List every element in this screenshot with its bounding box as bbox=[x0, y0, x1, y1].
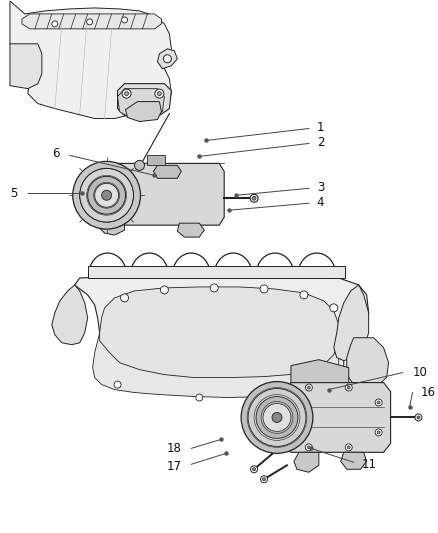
Text: 10: 10 bbox=[413, 366, 427, 379]
Circle shape bbox=[80, 168, 134, 222]
Circle shape bbox=[102, 190, 112, 200]
Polygon shape bbox=[285, 383, 391, 453]
Polygon shape bbox=[104, 164, 224, 225]
Circle shape bbox=[253, 468, 255, 471]
Circle shape bbox=[261, 476, 268, 483]
Circle shape bbox=[320, 379, 327, 386]
Circle shape bbox=[307, 386, 311, 389]
Polygon shape bbox=[22, 14, 162, 29]
Polygon shape bbox=[153, 165, 181, 179]
Polygon shape bbox=[347, 338, 389, 387]
Circle shape bbox=[138, 109, 147, 118]
Circle shape bbox=[272, 413, 282, 423]
Circle shape bbox=[345, 384, 352, 391]
Circle shape bbox=[122, 89, 131, 98]
Circle shape bbox=[95, 183, 119, 207]
Polygon shape bbox=[10, 44, 42, 88]
Circle shape bbox=[141, 111, 145, 116]
Circle shape bbox=[417, 416, 420, 419]
Circle shape bbox=[122, 17, 127, 23]
Circle shape bbox=[375, 399, 382, 406]
Text: 18: 18 bbox=[166, 442, 181, 455]
Circle shape bbox=[262, 478, 265, 481]
Circle shape bbox=[377, 401, 380, 404]
Text: 6: 6 bbox=[52, 147, 60, 160]
Circle shape bbox=[345, 444, 352, 451]
Text: 11: 11 bbox=[362, 458, 377, 471]
Polygon shape bbox=[117, 84, 171, 118]
Polygon shape bbox=[93, 333, 339, 398]
Circle shape bbox=[114, 381, 121, 388]
Circle shape bbox=[307, 446, 311, 449]
Circle shape bbox=[241, 382, 313, 454]
Circle shape bbox=[120, 294, 128, 302]
Circle shape bbox=[134, 160, 145, 171]
Circle shape bbox=[210, 284, 218, 292]
Text: 5: 5 bbox=[11, 187, 18, 200]
Circle shape bbox=[305, 444, 312, 451]
Circle shape bbox=[377, 431, 380, 434]
Polygon shape bbox=[117, 88, 164, 118]
Circle shape bbox=[256, 397, 298, 438]
Circle shape bbox=[415, 414, 422, 421]
Circle shape bbox=[157, 92, 162, 95]
Circle shape bbox=[252, 196, 256, 200]
Circle shape bbox=[347, 446, 350, 449]
Text: 16: 16 bbox=[420, 386, 435, 399]
Circle shape bbox=[87, 19, 93, 25]
Bar bbox=[148, 156, 166, 165]
Polygon shape bbox=[99, 287, 339, 377]
Circle shape bbox=[73, 161, 141, 229]
Text: 2: 2 bbox=[317, 136, 325, 149]
Polygon shape bbox=[52, 285, 88, 345]
Polygon shape bbox=[177, 223, 204, 237]
Text: 4: 4 bbox=[317, 196, 325, 209]
Circle shape bbox=[347, 386, 350, 389]
Circle shape bbox=[375, 429, 382, 436]
Circle shape bbox=[263, 403, 291, 431]
Polygon shape bbox=[75, 275, 369, 394]
Polygon shape bbox=[10, 1, 171, 118]
Polygon shape bbox=[334, 285, 369, 361]
Circle shape bbox=[124, 92, 128, 95]
Text: 17: 17 bbox=[166, 460, 181, 473]
Polygon shape bbox=[294, 453, 319, 472]
Polygon shape bbox=[341, 453, 367, 469]
Text: 1: 1 bbox=[317, 121, 325, 134]
Circle shape bbox=[196, 394, 203, 401]
Circle shape bbox=[276, 392, 283, 399]
Polygon shape bbox=[126, 102, 162, 122]
Circle shape bbox=[305, 384, 312, 391]
Circle shape bbox=[330, 304, 338, 312]
Polygon shape bbox=[291, 360, 349, 383]
Circle shape bbox=[88, 176, 126, 214]
Circle shape bbox=[248, 389, 306, 446]
Circle shape bbox=[163, 55, 171, 63]
Polygon shape bbox=[99, 223, 124, 235]
Circle shape bbox=[160, 286, 168, 294]
Bar bbox=[88, 266, 345, 278]
Circle shape bbox=[260, 285, 268, 293]
Circle shape bbox=[155, 89, 164, 98]
Circle shape bbox=[251, 466, 258, 473]
Text: 3: 3 bbox=[317, 181, 324, 194]
Circle shape bbox=[52, 21, 58, 27]
Circle shape bbox=[250, 194, 258, 202]
Circle shape bbox=[300, 291, 308, 299]
Polygon shape bbox=[157, 49, 177, 69]
